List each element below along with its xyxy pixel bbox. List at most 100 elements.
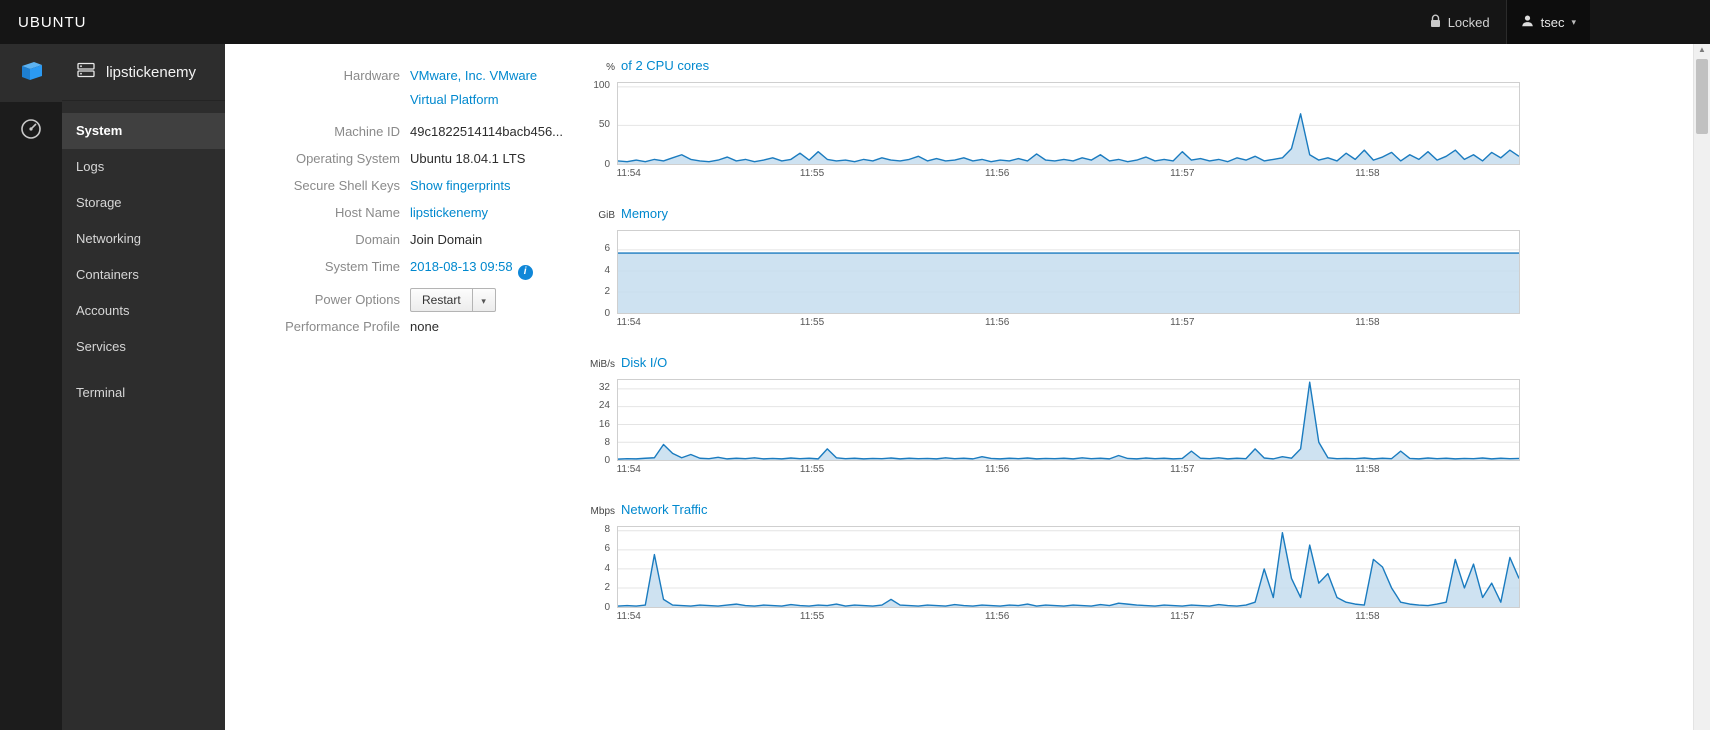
chart-body: 0 8 16 24 32 — [590, 379, 1520, 466]
top-navbar: UBUNTU Locked tsec ▾ — [0, 0, 1710, 44]
rail-item-dashboard[interactable] — [0, 102, 62, 160]
chart-body: 0 2 4 6 8 — [590, 524, 1520, 613]
chart-title-link[interactable]: of 2 CPU cores — [621, 58, 710, 73]
chart-header: GiB Memory — [590, 206, 1520, 224]
y-axis-labels: 0 8 16 24 32 — [590, 379, 614, 466]
info-label: Host Name — [334, 205, 400, 220]
show-fingerprints-link[interactable]: Show fingerprints — [410, 178, 511, 193]
chart-header: MiB/s Disk I/O — [590, 355, 1520, 373]
y-axis-labels: 0 50 100 — [590, 79, 614, 170]
sidebar-item-logs[interactable]: Logs — [76, 159, 105, 174]
host-name: lipstickenemy — [106, 63, 197, 81]
chart-title-link[interactable]: Memory — [621, 206, 668, 221]
machines-icon — [18, 59, 44, 88]
y-axis-tick-label: 0 — [604, 455, 610, 466]
x-axis-tick-label: 11:54 — [616, 317, 641, 328]
x-axis-tick-label: 11:56 — [985, 317, 1010, 328]
info-row-domain: Domain Join Domain — [255, 230, 595, 250]
sidebar-item-containers[interactable]: Containers — [76, 267, 139, 282]
chart-header: % of 2 CPU cores — [590, 58, 1520, 76]
y-axis-labels: 0 2 4 6 — [590, 230, 614, 319]
x-axis-tick-label: 11:54 — [616, 168, 641, 179]
chart-disk-i-o: MiB/s Disk I/O 0 8 16 24 32 11:54 11:55 11:56 11:5… — [590, 355, 1520, 477]
sidebar-item-accounts[interactable]: Accounts — [76, 303, 130, 318]
os-value: Ubuntu 18.04.1 LTS — [410, 151, 526, 166]
host-selector[interactable]: lipstickenemy — [62, 44, 225, 101]
info-row-hardware: Hardware VMware, Inc. VMware Virtual Pla… — [255, 64, 595, 112]
main-content: Hardware VMware, Inc. VMware Virtual Pla… — [225, 44, 1693, 730]
y-axis-tick-label: 0 — [604, 159, 610, 170]
restart-button[interactable]: Restart — [410, 287, 473, 312]
x-axis-tick-label: 11:57 — [1170, 611, 1195, 622]
dashboard-gauge-icon — [19, 117, 43, 146]
lock-icon — [1430, 14, 1441, 31]
info-row-host-name: Host Name lipstickenemy — [255, 203, 595, 223]
x-axis-tick-label: 11:55 — [799, 611, 825, 622]
chevron-down-icon: ▾ — [1571, 16, 1576, 27]
chart-title-link[interactable]: Disk I/O — [621, 355, 668, 370]
x-axis-labels: 11:54 11:55 11:56 11:57 11:58 — [617, 314, 1520, 330]
chart-title-link[interactable]: Network Traffic — [621, 502, 708, 517]
rail-item-machines[interactable] — [0, 44, 62, 102]
sidebar-item-terminal[interactable]: Terminal — [76, 385, 126, 400]
info-label: Performance Profile — [285, 318, 400, 334]
locked-indicator[interactable]: Locked — [1414, 14, 1506, 31]
info-label: Operating System — [295, 151, 400, 166]
scrollbar-thumb[interactable] — [1696, 59, 1708, 134]
x-axis-tick-label: 11:55 — [799, 317, 825, 328]
sidebar-item-services[interactable]: Services — [76, 339, 126, 354]
chart-header: Mbps Network Traffic — [590, 502, 1520, 520]
y-axis-tick-label: 0 — [604, 308, 610, 319]
sidebar-item-storage[interactable]: Storage — [76, 195, 122, 210]
x-axis-labels: 11:54 11:55 11:56 11:57 11:58 — [617, 165, 1520, 181]
y-axis-tick-label: 8 — [604, 436, 610, 448]
info-label: System Time — [324, 259, 400, 274]
y-axis-tick-label: 6 — [604, 243, 610, 255]
chart-unit-label: MiB/s — [590, 359, 615, 370]
charts-column: % of 2 CPU cores 0 50 100 11:54 11:55 11:56 11:5… — [590, 58, 1520, 649]
navbar-right: Locked tsec ▾ — [1414, 0, 1590, 44]
info-row-performance-profile: Performance Profile none — [255, 317, 595, 337]
scroll-up-arrow[interactable]: ▲ — [1698, 45, 1706, 54]
info-row-power-options: Power Options Restart ▾ — [255, 287, 595, 313]
user-icon — [1521, 14, 1534, 30]
x-axis-tick-label: 11:57 — [1170, 464, 1195, 475]
chart-unit-label: % — [606, 62, 615, 73]
x-axis-tick-label: 11:56 — [985, 611, 1010, 622]
chart-plot — [617, 526, 1520, 608]
chart-plot — [617, 379, 1520, 461]
y-axis-labels: 0 2 4 6 8 — [590, 524, 614, 613]
sidebar-nav: System Logs Storage Networking Container… — [62, 101, 225, 411]
restart-dropdown-button[interactable]: ▾ — [472, 287, 496, 312]
sidebar-item-networking[interactable]: Networking — [76, 231, 142, 246]
y-axis-tick-label: 100 — [593, 79, 610, 91]
chart-plot — [617, 82, 1520, 165]
hardware-link[interactable]: VMware, Inc. VMware Virtual Platform — [410, 68, 538, 107]
y-axis-tick-label: 24 — [598, 400, 610, 412]
x-axis-labels: 11:54 11:55 11:56 11:57 11:58 — [617, 461, 1520, 477]
y-axis-tick-label: 50 — [598, 119, 610, 131]
server-icon — [76, 60, 96, 84]
chart-plot — [617, 230, 1520, 314]
x-axis-tick-label: 11:56 — [985, 464, 1010, 475]
chart-unit-label: GiB — [598, 210, 615, 221]
y-axis-tick-label: 16 — [598, 418, 610, 430]
host-name-link[interactable]: lipstickenemy — [410, 205, 489, 220]
y-axis-tick-label: 32 — [598, 382, 610, 394]
brand-title: UBUNTU — [18, 13, 87, 31]
machine-id-value: 49c1822514114bacb456... — [410, 124, 564, 139]
power-options-split-button: Restart ▾ — [410, 287, 496, 312]
user-name: tsec — [1540, 14, 1565, 30]
sidebar-item-system[interactable]: System — [62, 113, 225, 149]
x-axis-tick-label: 11:58 — [1355, 317, 1380, 328]
system-time-link[interactable]: 2018-08-13 09:58 — [410, 259, 513, 274]
info-icon[interactable]: i — [517, 264, 533, 280]
info-label: Hardware — [343, 68, 400, 83]
y-axis-tick-label: 4 — [604, 562, 610, 574]
info-row-machine-id: Machine ID 49c1822514114bacb456... — [255, 122, 595, 142]
user-menu[interactable]: tsec ▾ — [1505, 0, 1590, 44]
info-row-os: Operating System Ubuntu 18.04.1 LTS — [255, 149, 595, 169]
info-label: Domain — [355, 232, 400, 247]
join-domain-link[interactable]: Join Domain — [410, 232, 483, 247]
